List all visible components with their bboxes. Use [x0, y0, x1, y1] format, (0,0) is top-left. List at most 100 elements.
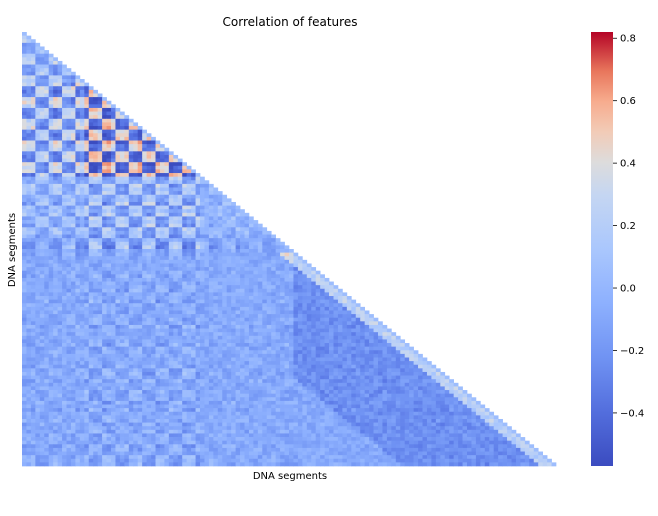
heatmap-cell: [240, 371, 245, 376]
heatmap-cell: [62, 86, 67, 91]
heatmap-cell: [231, 267, 236, 272]
heatmap-cell: [133, 386, 139, 391]
heatmap-cell: [159, 230, 165, 235]
heatmap-cell: [48, 173, 54, 178]
heatmap-cell: [324, 364, 330, 369]
heatmap-cell: [30, 361, 36, 366]
heatmap-cell: [62, 299, 67, 304]
heatmap-cell: [159, 274, 165, 279]
heatmap-cell: [217, 249, 223, 253]
heatmap-cell: [222, 281, 228, 286]
heatmap-cell: [208, 274, 214, 279]
heatmap-cell: [284, 314, 290, 319]
heatmap-cell: [39, 57, 45, 62]
heatmap-cell: [26, 371, 32, 376]
heatmap-cell: [231, 335, 236, 340]
heatmap-cell: [119, 270, 125, 275]
heatmap-cell: [266, 364, 272, 369]
heatmap-cell: [79, 375, 85, 380]
heatmap-cell: [119, 343, 125, 347]
heatmap-cell: [289, 364, 294, 369]
heatmap-cell: [102, 267, 107, 272]
heatmap-cell: [39, 89, 45, 94]
heatmap-cell: [200, 390, 205, 395]
heatmap-cell: [88, 267, 94, 272]
heatmap-cell: [106, 151, 112, 156]
heatmap-cell: [35, 68, 41, 73]
heatmap-cell: [119, 151, 125, 156]
heatmap-cell: [217, 234, 223, 239]
heatmap-cell: [124, 249, 130, 253]
heatmap-cell: [151, 306, 156, 311]
heatmap-cell: [280, 292, 285, 297]
heatmap-cell: [35, 162, 41, 167]
heatmap-cell: [280, 382, 285, 387]
heatmap-cell: [351, 379, 357, 384]
heatmap-cell: [297, 361, 303, 366]
heatmap-cell: [235, 303, 241, 308]
heatmap-cell: [97, 154, 103, 159]
heatmap-cell: [186, 216, 192, 221]
heatmap-cell: [182, 169, 187, 174]
heatmap-cell: [235, 249, 241, 253]
heatmap-cell: [57, 249, 63, 253]
heatmap-cell: [66, 357, 72, 362]
heatmap-cell: [200, 364, 205, 369]
heatmap-cell: [213, 245, 219, 250]
heatmap-cell: [106, 249, 112, 253]
heatmap-cell: [191, 386, 196, 391]
heatmap-cell: [44, 335, 50, 340]
heatmap-cell: [57, 86, 63, 91]
heatmap-cell: [204, 198, 210, 203]
heatmap-cell: [217, 379, 223, 384]
heatmap-cell: [102, 321, 107, 326]
heatmap-cell: [97, 100, 103, 105]
heatmap-cell: [186, 285, 192, 290]
heatmap-cell: [315, 332, 321, 337]
heatmap-cell: [244, 310, 250, 315]
heatmap-cell: [235, 256, 241, 261]
heatmap-cell: [128, 310, 134, 315]
heatmap-cell: [164, 201, 170, 206]
heatmap-cell: [226, 343, 232, 347]
heatmap-cell: [248, 292, 254, 297]
heatmap-cell: [329, 299, 334, 304]
heatmap-cell: [159, 288, 165, 293]
heatmap-cell: [57, 173, 63, 178]
heatmap-cell: [102, 144, 107, 149]
heatmap-cell: [346, 357, 352, 362]
heatmap-cell: [182, 165, 187, 170]
heatmap-cell: [39, 281, 45, 286]
heatmap-cell: [315, 368, 321, 373]
heatmap-cell: [146, 144, 152, 149]
heatmap-cell: [142, 343, 147, 347]
heatmap-cell: [240, 230, 245, 235]
heatmap-cell: [159, 310, 165, 315]
heatmap-cell: [66, 379, 72, 384]
heatmap-cell: [337, 386, 343, 391]
heatmap-cell: [137, 191, 143, 196]
heatmap-cell: [142, 209, 147, 214]
heatmap-cell: [35, 314, 41, 319]
heatmap-cell: [66, 176, 72, 181]
heatmap-cell: [262, 227, 268, 232]
heatmap-cell: [119, 339, 125, 344]
heatmap-cell: [44, 169, 50, 174]
heatmap-cell: [26, 107, 32, 112]
heatmap-cell: [208, 339, 214, 344]
heatmap-cell: [159, 173, 165, 178]
heatmap-cell: [155, 281, 161, 286]
heatmap-cell: [44, 216, 50, 221]
heatmap-cell: [315, 281, 321, 286]
heatmap-cell: [226, 368, 232, 373]
heatmap-cell: [146, 227, 152, 232]
heatmap-cell: [369, 371, 374, 376]
heatmap-cell: [137, 390, 143, 395]
heatmap-cell: [48, 303, 54, 308]
heatmap-cell: [289, 353, 294, 358]
heatmap-cell: [297, 270, 303, 275]
heatmap-cell: [191, 234, 196, 239]
heatmap-cell: [57, 386, 63, 391]
heatmap-cell: [79, 198, 85, 203]
heatmap-cell: [93, 126, 98, 130]
